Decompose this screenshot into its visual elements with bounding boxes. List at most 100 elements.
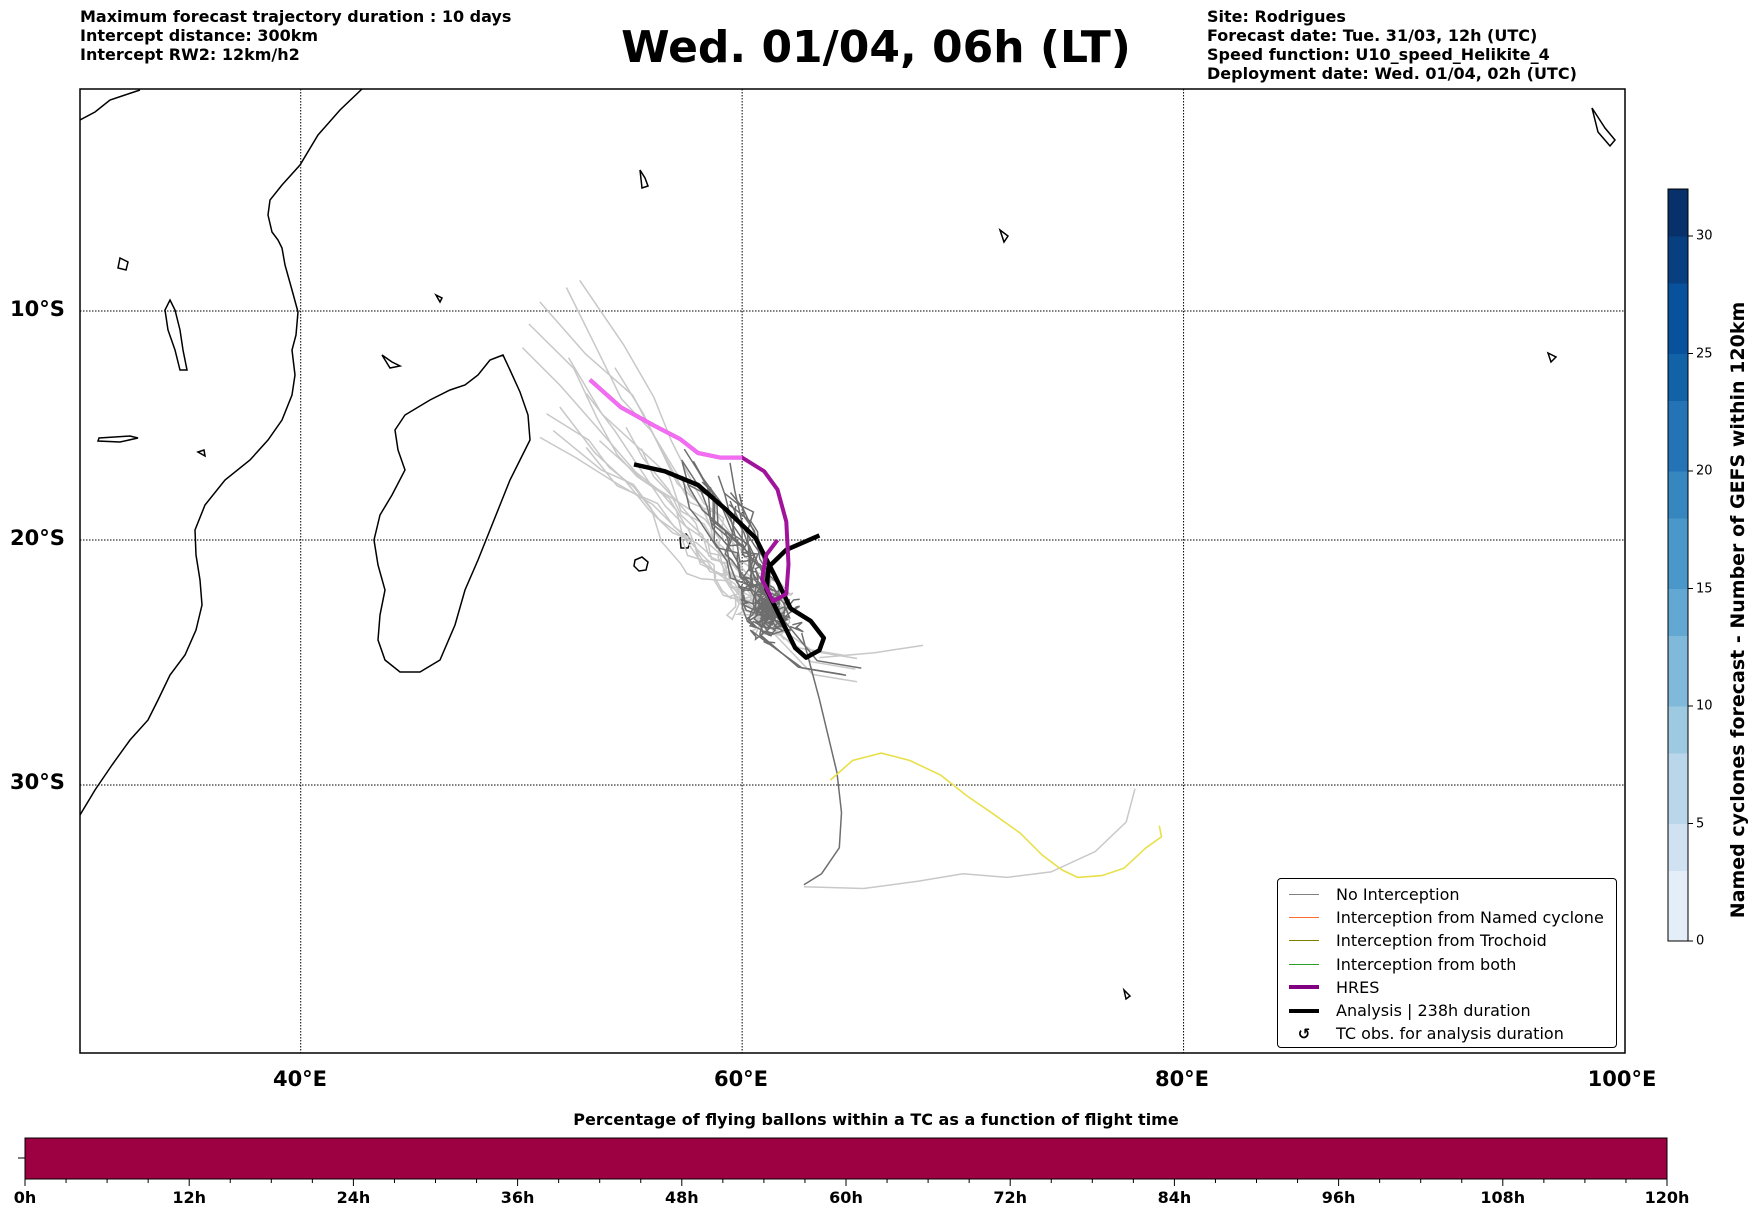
ensemble-track — [680, 459, 847, 677]
page-title: Wed. 01/04, 06h (LT) — [621, 22, 1131, 73]
legend-item-tc-obs: ↺ TC obs. for analysis duration — [1284, 1022, 1610, 1045]
ensemble-track — [681, 461, 768, 616]
time-bar-tick-label: 0h — [13, 1188, 37, 1207]
lon-label-60e: 60°E — [713, 1067, 769, 1091]
colorbar-step — [1668, 612, 1688, 636]
deployment-date-text: Deployment date: Wed. 01/04, 02h (UTC) — [1207, 64, 1577, 83]
ensemble-track — [803, 788, 1136, 890]
colorbar-label: Named cyclones forecast - Number of GEFS… — [1727, 301, 1749, 919]
time-bar-fill — [25, 1138, 1667, 1179]
colorbar-step — [1668, 400, 1688, 425]
small-islands — [96, 107, 1616, 1001]
ensemble-track — [733, 515, 783, 612]
colorbar-step — [1668, 894, 1688, 918]
site-text: Site: Rodrigues — [1207, 7, 1346, 26]
legend-item-trochoid: Interception from Trochoid — [1284, 929, 1610, 952]
colorbar-step — [1668, 377, 1688, 401]
legend-item-both: Interception from both — [1284, 953, 1610, 976]
map-frame — [79, 88, 1626, 1054]
ensemble-track — [800, 632, 843, 886]
colorbar-step — [1668, 447, 1688, 472]
colorbar-step — [1668, 823, 1688, 848]
colorbar-step — [1668, 776, 1688, 801]
colorbar-step — [1668, 306, 1688, 331]
ensemble-tracks — [521, 279, 1136, 890]
header-right-info: Site: Rodrigues Forecast date: Tue. 31/0… — [1207, 7, 1577, 83]
time-bar-minor-ticks — [24, 1179, 1668, 1186]
time-bar-tick-label: 120h — [1644, 1188, 1690, 1207]
colorbar-ticks — [1688, 235, 1693, 942]
ensemble-track — [579, 279, 779, 615]
colorbar-step — [1668, 471, 1688, 495]
lon-label-100e: 100°E — [1587, 1067, 1657, 1091]
colorbar-step — [1668, 353, 1688, 378]
legend-label: Interception from both — [1336, 954, 1517, 974]
madagascar-coastline — [373, 354, 531, 673]
colorbar-step — [1668, 659, 1688, 683]
colorbar-step — [1668, 541, 1688, 566]
header-left-info: Maximum forecast trajectory duration : 1… — [80, 7, 511, 64]
legend-label: HRES — [1336, 977, 1380, 997]
colorbar-step — [1668, 682, 1688, 707]
time-bar-tick-label: 108h — [1480, 1188, 1526, 1207]
colorbar-step — [1668, 212, 1688, 237]
legend-label: TC obs. for analysis duration — [1336, 1024, 1564, 1044]
lat-label-20s: 20°S — [10, 526, 65, 550]
colorbar-step — [1668, 800, 1688, 824]
speed-function-text: Speed function: U10_speed_Helikite_4 — [1207, 45, 1550, 64]
legend-label: No Interception — [1336, 885, 1460, 905]
analysis-track — [633, 462, 827, 660]
gridlines — [80, 89, 1625, 1053]
legend-item-named-cyclone: Interception from Named cyclone — [1284, 906, 1610, 929]
arabia-coastline-fragment — [80, 89, 141, 121]
colorbar-step — [1668, 635, 1688, 660]
legend-label: Interception from Trochoid — [1336, 931, 1547, 951]
time-bar-tick-label: 12h — [172, 1188, 207, 1207]
colorbar-step — [1668, 283, 1688, 307]
colorbar-tick-label: 25 — [1696, 346, 1713, 361]
colorbar-step — [1668, 189, 1688, 213]
legend-item-analysis: Analysis | 238h duration — [1284, 999, 1610, 1022]
colorbar-step — [1668, 588, 1688, 613]
colorbar-step — [1668, 847, 1688, 871]
trajectory-duration-text: Maximum forecast trajectory duration : 1… — [80, 7, 512, 26]
colorbar-tick-label: 30 — [1696, 228, 1713, 244]
ensemble-track — [521, 347, 773, 621]
colorbar-tick-label: 5 — [1696, 816, 1705, 831]
lon-label-80e: 80°E — [1154, 1067, 1210, 1091]
colorbar-step — [1668, 259, 1688, 284]
colorbar-step — [1668, 494, 1688, 519]
colorbar-tick-label: 0 — [1696, 933, 1705, 949]
colorbar-step — [1668, 729, 1688, 754]
time-bar-tick-label: 24h — [336, 1188, 371, 1207]
legend-label: Analysis | 238h duration — [1336, 1001, 1531, 1021]
colorbar-tick-label: 10 — [1696, 698, 1713, 714]
colorbar-step — [1668, 753, 1688, 777]
time-bar-tick-label: 72h — [993, 1188, 1028, 1207]
map-legend: No Interception Interception from Named … — [1277, 878, 1617, 1048]
colorbar-step — [1668, 518, 1688, 542]
colorbar-step — [1668, 917, 1688, 942]
time-bar-tick-label: 96h — [1321, 1188, 1356, 1207]
hres-track-early-segment — [588, 378, 743, 460]
yellow-ensemble-track — [829, 752, 1163, 879]
time-bar-tick-label: 48h — [664, 1188, 699, 1207]
colorbar-step — [1668, 424, 1688, 448]
cyclone-symbol-icon: ↺ — [1297, 1024, 1311, 1043]
colorbar-step — [1668, 330, 1688, 354]
colorbar-step — [1668, 236, 1688, 260]
legend-item-no-interception: No Interception — [1284, 883, 1610, 906]
legend-label: Interception from Named cyclone — [1336, 908, 1604, 928]
lon-label-40e: 40°E — [272, 1067, 328, 1091]
ensemble-track — [819, 644, 924, 659]
lat-label-30s: 30°S — [10, 770, 65, 794]
intercept-distance-text: Intercept distance: 300km — [80, 26, 319, 45]
time-bar-title: Percentage of flying ballons within a TC… — [573, 1110, 1179, 1129]
colorbar-step — [1668, 706, 1688, 730]
forecast-date-text: Forecast date: Tue. 31/03, 12h (UTC) — [1207, 26, 1538, 45]
colorbar-frame — [1667, 188, 1689, 942]
colorbar-tick-label: 15 — [1696, 581, 1713, 596]
time-bar-tick-label: 60h — [829, 1188, 863, 1207]
legend-item-hres: HRES — [1284, 976, 1610, 999]
